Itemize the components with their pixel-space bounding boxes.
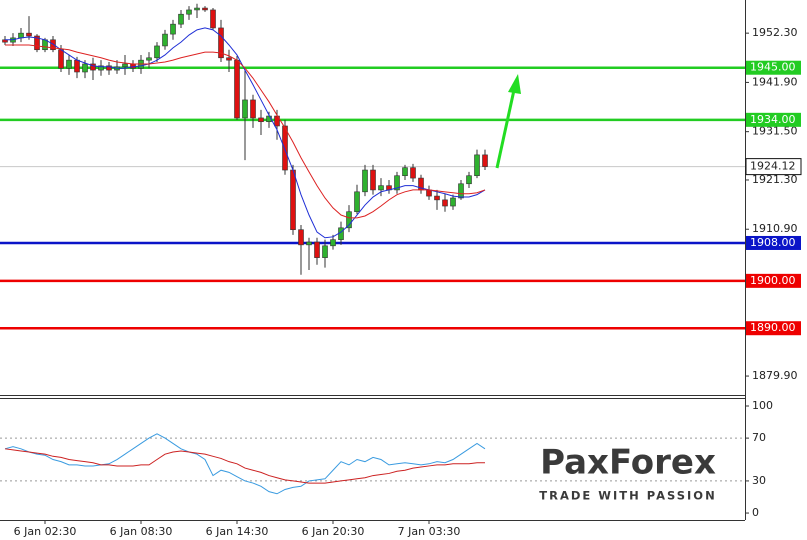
logo-name: PaxForex <box>540 443 716 483</box>
candle-body <box>434 195 440 201</box>
candle-body <box>90 63 96 71</box>
candle-body <box>122 63 128 68</box>
y-tick-label: 1952.30 <box>752 26 798 39</box>
candle-body <box>226 57 232 61</box>
candle-body <box>202 7 208 11</box>
candle-body <box>410 167 416 179</box>
level-label: 1945.00 <box>750 61 796 74</box>
candle-body <box>106 65 112 71</box>
candle-body <box>314 241 320 258</box>
y-tick-label: 100 <box>752 399 773 412</box>
x-tick-label: 6 Jan 08:30 <box>110 525 173 538</box>
last-price-label: 1924.12 <box>750 160 796 173</box>
oscillator-line <box>4 448 485 484</box>
candle-body <box>98 65 104 71</box>
candle-body <box>402 167 408 177</box>
level-label: 1890.00 <box>750 321 796 334</box>
candle-body <box>50 39 56 51</box>
candle-body <box>34 35 40 51</box>
candle-body <box>194 7 200 11</box>
candle-body <box>26 32 32 37</box>
level-label-box <box>746 273 801 288</box>
oscillator-line <box>4 433 486 495</box>
candle-body <box>146 57 152 61</box>
level-label: 1900.00 <box>750 274 796 287</box>
x-tick-label: 6 Jan 14:30 <box>206 525 269 538</box>
candle-body <box>370 169 376 191</box>
forecast-arrow <box>495 74 521 169</box>
level-label-box <box>746 235 801 250</box>
candle-body <box>274 115 280 127</box>
candle-body <box>210 9 216 29</box>
logo: PaxForex TRADE WITH PASSION <box>539 443 716 503</box>
y-tick-label: 70 <box>752 431 766 444</box>
candle-body <box>466 175 472 185</box>
candle-body <box>74 59 80 73</box>
arrow-head <box>508 74 521 94</box>
candle-body <box>58 49 64 69</box>
candle-body <box>330 239 336 247</box>
candle-body <box>458 183 464 199</box>
candle-body <box>154 45 160 59</box>
y-tick-label: 1921.30 <box>752 173 798 186</box>
candle-body <box>234 59 240 119</box>
candle-body <box>362 169 368 193</box>
candle-body <box>242 99 248 119</box>
moving-average <box>5 44 486 219</box>
candle-body <box>474 154 480 177</box>
candle-body <box>450 197 456 207</box>
y-tick-label: 1910.90 <box>752 222 798 235</box>
candle-body <box>378 185 384 191</box>
candle-body <box>178 13 184 25</box>
y-tick-label: 1931.50 <box>752 125 798 138</box>
candle-body <box>338 227 344 240</box>
candle-body <box>298 229 304 246</box>
candle-body <box>482 154 488 167</box>
candle-body <box>186 9 192 15</box>
candle-body <box>442 199 448 207</box>
level-label-box <box>746 112 801 127</box>
candle-body <box>282 125 288 171</box>
candle-body <box>162 33 168 47</box>
x-tick-label: 6 Jan 20:30 <box>302 525 365 538</box>
level-label-box <box>746 60 801 75</box>
y-tick-label: 1879.90 <box>752 369 798 382</box>
candle-body <box>218 27 224 59</box>
y-tick-label: 1941.90 <box>752 75 798 88</box>
candle-body <box>258 117 264 123</box>
candle-body <box>394 175 400 191</box>
candle-body <box>346 211 352 229</box>
level-label-box <box>746 321 801 336</box>
x-tick-label: 6 Jan 02:30 <box>14 525 77 538</box>
y-tick-label: 30 <box>752 474 766 487</box>
candle-body <box>66 59 72 69</box>
candle-body <box>306 241 312 246</box>
candle-body <box>82 63 88 73</box>
candle-body <box>354 191 360 213</box>
arrow-shaft <box>495 89 516 169</box>
x-tick-label: 7 Jan 03:30 <box>398 525 461 538</box>
level-label: 1908.00 <box>750 236 796 249</box>
candle-body <box>290 169 296 231</box>
candle-body <box>170 23 176 35</box>
moving-average <box>5 27 486 239</box>
logo-tagline: TRADE WITH PASSION <box>539 489 716 503</box>
last-price-box <box>745 158 802 176</box>
candle-body <box>322 245 328 258</box>
y-tick-label: 0 <box>752 506 759 519</box>
candle-body <box>250 99 256 119</box>
level-label: 1934.00 <box>750 113 796 126</box>
